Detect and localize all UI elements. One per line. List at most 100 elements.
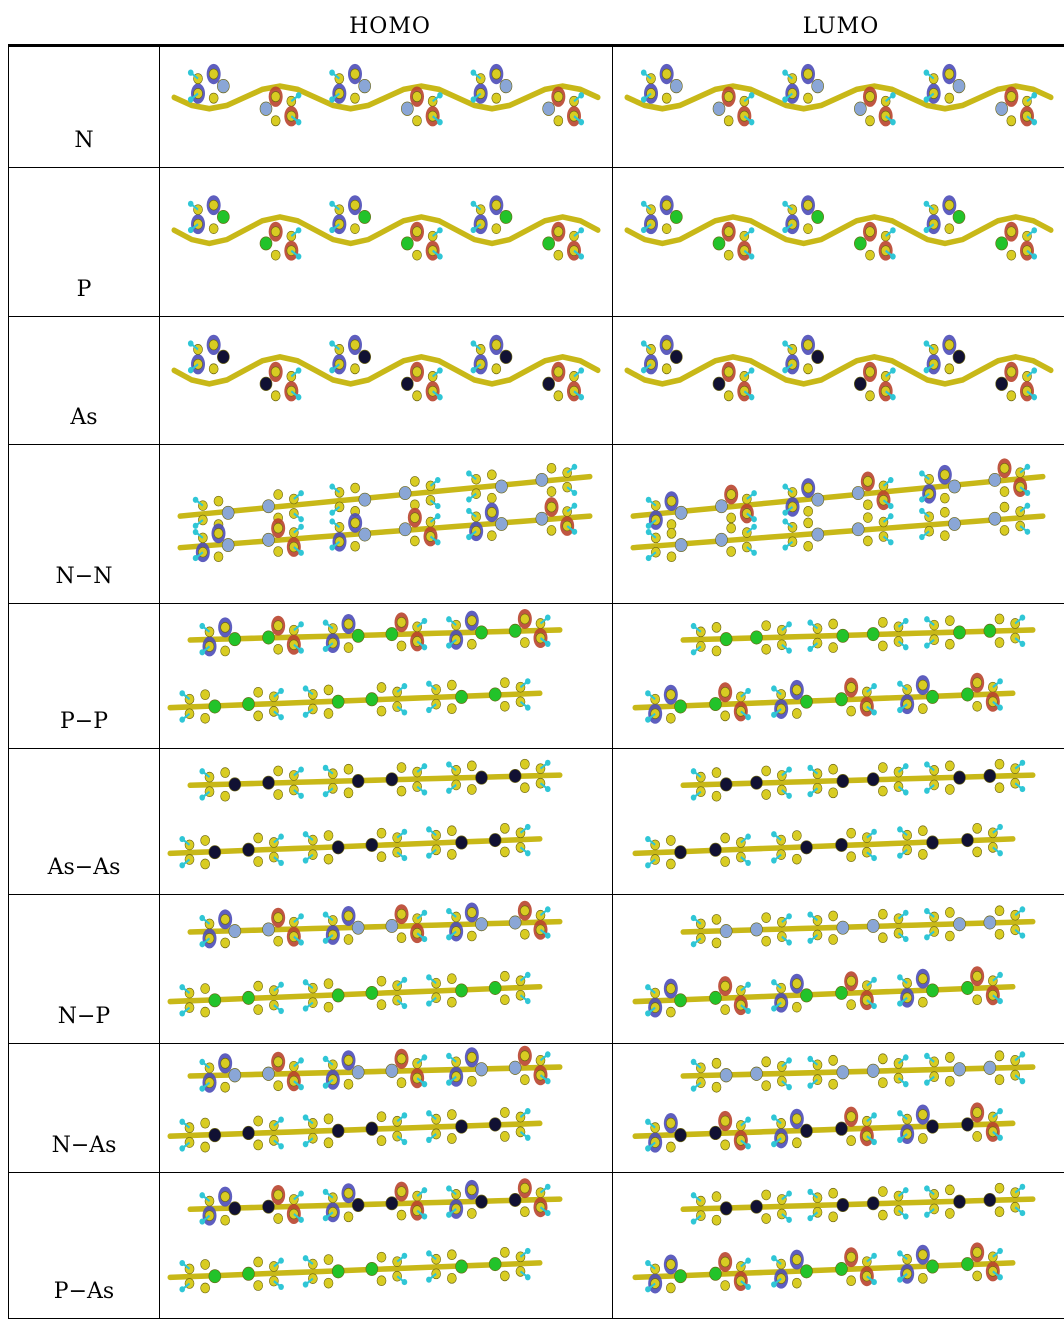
carbon-atom <box>945 200 954 210</box>
hydrogen-atom <box>471 201 477 207</box>
carbon-atom <box>209 200 218 210</box>
table-row: N <box>9 46 1064 168</box>
heteroatom <box>854 102 866 116</box>
hydrogen-atom <box>691 623 697 629</box>
heteroatom <box>263 923 275 936</box>
heteroatom <box>801 1265 813 1278</box>
heteroatom <box>209 1270 221 1283</box>
heteroatom <box>984 1193 996 1206</box>
hydrogen-atom <box>782 544 788 550</box>
carbon-atom <box>274 523 283 533</box>
carbon-atom <box>804 518 813 528</box>
heteroatom <box>812 350 824 363</box>
hydrogen-atom <box>278 860 284 866</box>
hydrogen-atom <box>296 367 302 373</box>
carbon-atom <box>520 614 529 624</box>
carbon-atom <box>724 116 733 126</box>
backbone <box>683 922 1033 932</box>
carbon-atom <box>254 833 263 843</box>
heteroatom <box>229 1069 241 1082</box>
carbon-atom <box>995 929 1004 939</box>
hydrogen-atom <box>997 998 1003 1004</box>
carbon-atom <box>397 1054 406 1064</box>
heteroatom <box>867 1064 879 1077</box>
carbon-atom <box>918 1133 927 1143</box>
hydrogen-atom <box>888 503 894 509</box>
hydrogen-atom <box>871 977 877 983</box>
carbon-atom <box>721 1257 730 1267</box>
hydrogen-atom <box>437 394 443 400</box>
carbon-atom <box>547 502 556 512</box>
hydrogen-atom <box>807 765 813 771</box>
carbon-atom <box>520 929 529 939</box>
carbon-atom <box>467 931 476 941</box>
heteroatom <box>801 989 813 1002</box>
hydrogen-atom <box>745 834 751 840</box>
heteroatom <box>953 350 965 363</box>
hydrogen-atom <box>771 712 777 718</box>
hydrogen-atom <box>525 998 531 1004</box>
carbon-atom <box>554 367 563 377</box>
carbon-atom <box>274 790 283 800</box>
carbon-atom <box>918 849 927 859</box>
hydrogen-atom <box>903 936 909 942</box>
heteroatom <box>332 989 344 1002</box>
heteroatom <box>386 627 398 640</box>
hydrogen-atom <box>997 678 1003 684</box>
carbon-atom <box>413 250 422 260</box>
carbon-atom <box>377 976 386 986</box>
hydrogen-atom <box>426 1277 432 1283</box>
hydrogen-atom <box>1020 1184 1026 1190</box>
molecule-render <box>613 47 1064 167</box>
hydrogen-atom <box>422 1081 428 1087</box>
lumo-orbital-image <box>613 46 1064 168</box>
hydrogen-atom <box>890 394 896 400</box>
carbon-atom <box>945 340 954 350</box>
hydrogen-atom <box>578 394 584 400</box>
carbon-atom <box>221 768 230 778</box>
carbon-atom <box>214 496 223 506</box>
carbon-atom <box>829 1188 838 1198</box>
backbone <box>170 1123 540 1136</box>
molecule-render <box>160 749 612 894</box>
hydrogen-atom <box>296 119 302 125</box>
carbon-atom <box>324 685 333 695</box>
carbon-atom <box>547 463 556 473</box>
carbon-atom <box>973 1271 982 1281</box>
heteroatom <box>222 538 234 551</box>
heteroatom <box>670 350 682 363</box>
hydrogen-atom <box>578 367 584 373</box>
carbon-atom <box>410 536 419 546</box>
hydrogen-atom <box>329 367 335 373</box>
carbon-atom <box>377 852 386 862</box>
heteroatom <box>509 624 521 637</box>
carbon-atom <box>447 704 456 714</box>
heteroatom <box>489 1118 501 1131</box>
carbon-atom <box>350 340 359 350</box>
carbon-atom <box>467 1076 476 1086</box>
carbon-atom <box>727 490 736 500</box>
hydrogen-atom <box>807 1056 813 1062</box>
hydrogen-atom <box>278 1143 284 1149</box>
hydrogen-atom <box>786 766 792 772</box>
heteroatom <box>209 846 221 859</box>
backbone <box>180 516 590 548</box>
carbon-atom <box>721 1140 730 1150</box>
heteroatom <box>366 1262 378 1275</box>
hydrogen-atom <box>871 855 877 861</box>
carbon-atom <box>792 1114 801 1124</box>
hydrogen-atom <box>179 1145 185 1151</box>
hydrogen-atom <box>745 860 751 866</box>
heteroatom <box>812 79 824 93</box>
heteroatom <box>675 994 687 1007</box>
hydrogen-atom <box>545 906 551 912</box>
hydrogen-atom <box>296 394 302 400</box>
hydrogen-atom <box>782 518 788 524</box>
carbon-atom <box>492 200 501 210</box>
carbon-atom <box>492 93 501 103</box>
molecule-render <box>160 1173 612 1318</box>
carbon-atom <box>727 513 736 523</box>
backbone <box>627 217 1051 244</box>
hydrogen-atom <box>641 227 647 233</box>
hydrogen-atom <box>645 836 651 842</box>
